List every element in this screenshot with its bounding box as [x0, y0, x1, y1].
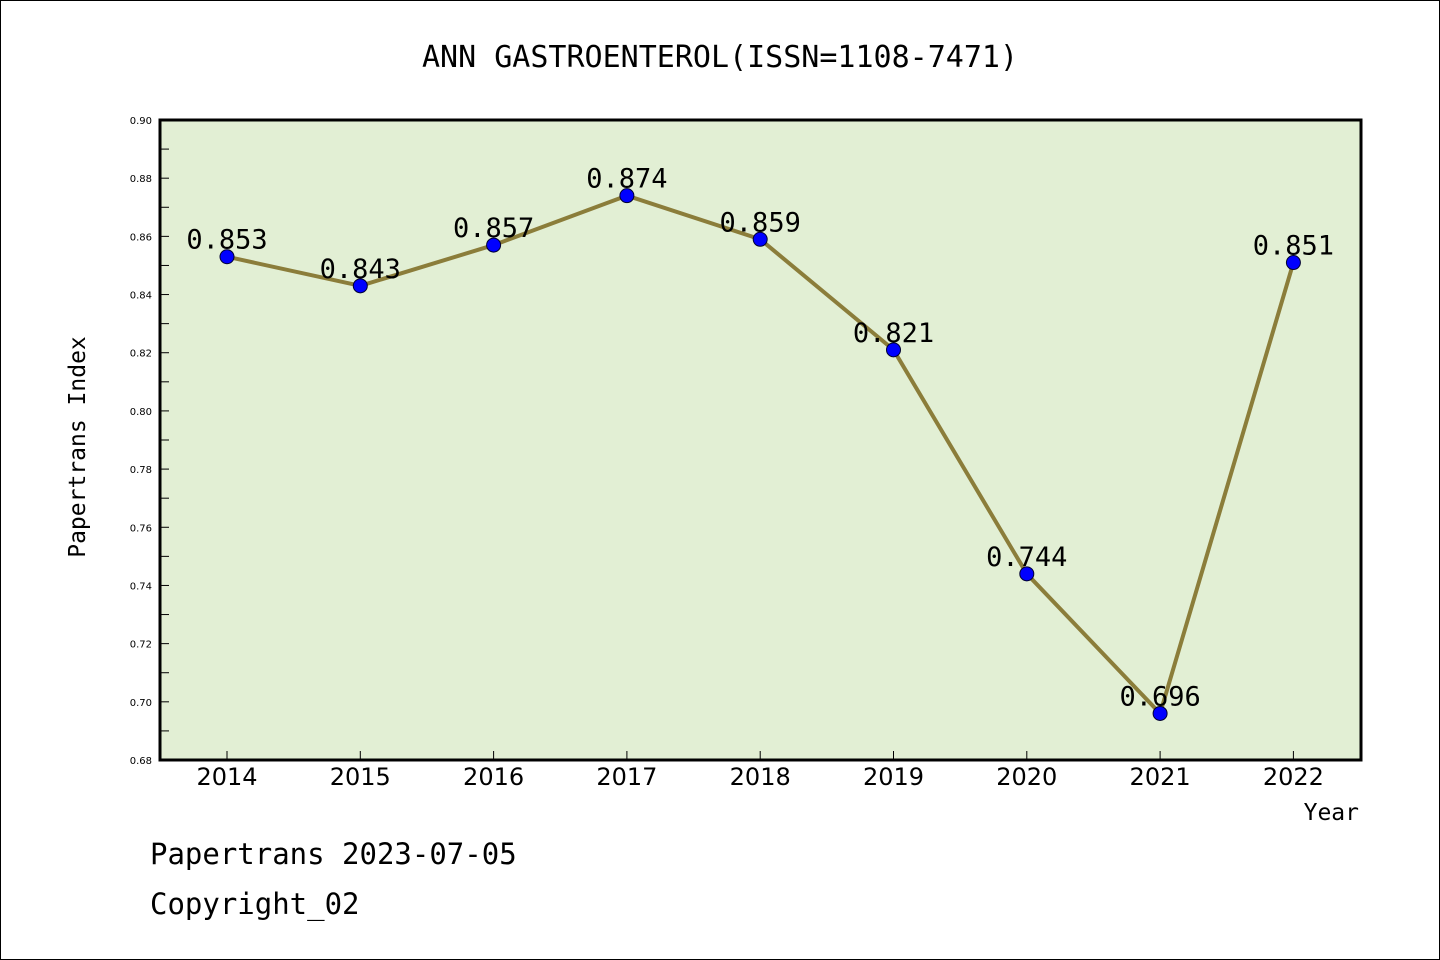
x-tick-label: 2016 [463, 763, 524, 791]
data-label-2017: 0.874 [586, 164, 667, 195]
x-tick-label: 2020 [996, 763, 1057, 791]
y-tick-label: 0.90 [130, 116, 152, 127]
x-tick-label: 2014 [196, 763, 257, 791]
data-point-2014 [219, 249, 235, 265]
data-label-2020: 0.744 [986, 542, 1067, 573]
footer-copyright: Copyright_02 [150, 887, 360, 922]
data-point-2015 [352, 278, 368, 294]
plot-area [158, 118, 1363, 762]
data-label-2021: 0.696 [1119, 681, 1200, 712]
y-tick-label: 0.76 [130, 523, 152, 534]
x-tick-label: 2018 [730, 763, 791, 791]
y-tick-label: 0.68 [130, 756, 152, 767]
data-label-2022: 0.851 [1253, 231, 1334, 262]
y-tick-label: 0.84 [130, 291, 152, 302]
series-markers [219, 188, 1301, 721]
data-point-2018 [752, 231, 768, 247]
x-axis-label: Year [1304, 800, 1359, 826]
data-label-2018: 0.859 [720, 207, 801, 238]
y-tick-label: 0.78 [130, 465, 152, 476]
y-tick-label: 0.72 [130, 640, 152, 651]
data-point-2016 [486, 237, 502, 253]
data-point-2021 [1152, 705, 1168, 721]
y-axis-label: Papertrans Index [65, 336, 91, 558]
y-tick-label: 0.86 [130, 232, 152, 243]
y-axis: 0.68 0.70 0.72 0.74 0.76 0.78 0.80 0.82 0.84 0.86… [130, 116, 169, 767]
data-point-2017 [619, 188, 635, 204]
y-tick-label: 0.70 [130, 698, 152, 709]
x-tick-label: 2017 [596, 763, 657, 791]
x-axis: 2014 2015 2016 2017 2018 2019 2020 2021 2022 [196, 751, 1324, 791]
y-tick-label: 0.82 [130, 349, 152, 360]
data-label-2014: 0.853 [186, 225, 267, 256]
data-labels: 0.853 0.843 0.857 0.874 0.859 0.821 0.744 0.696… [186, 164, 1334, 713]
x-tick-label: 2019 [863, 763, 924, 791]
data-label-2016: 0.857 [453, 213, 534, 244]
y-tick-label: 0.80 [130, 407, 152, 418]
x-tick-label: 2022 [1263, 763, 1324, 791]
x-tick-label: 2015 [330, 763, 391, 791]
data-label-2015: 0.843 [320, 254, 401, 285]
y-tick-label: 0.88 [130, 174, 152, 185]
x-tick-label: 2021 [1130, 763, 1191, 791]
data-point-2022 [1285, 255, 1301, 271]
data-point-2019 [886, 342, 901, 358]
y-tick-label: 0.74 [130, 581, 152, 592]
footer-date: Papertrans 2023-07-05 [150, 837, 517, 871]
chart-title: ANN GASTROENTEROL(ISSN=1108-7471) [422, 40, 1018, 75]
data-label-2019: 0.821 [853, 318, 934, 349]
data-point-2020 [1019, 566, 1035, 582]
